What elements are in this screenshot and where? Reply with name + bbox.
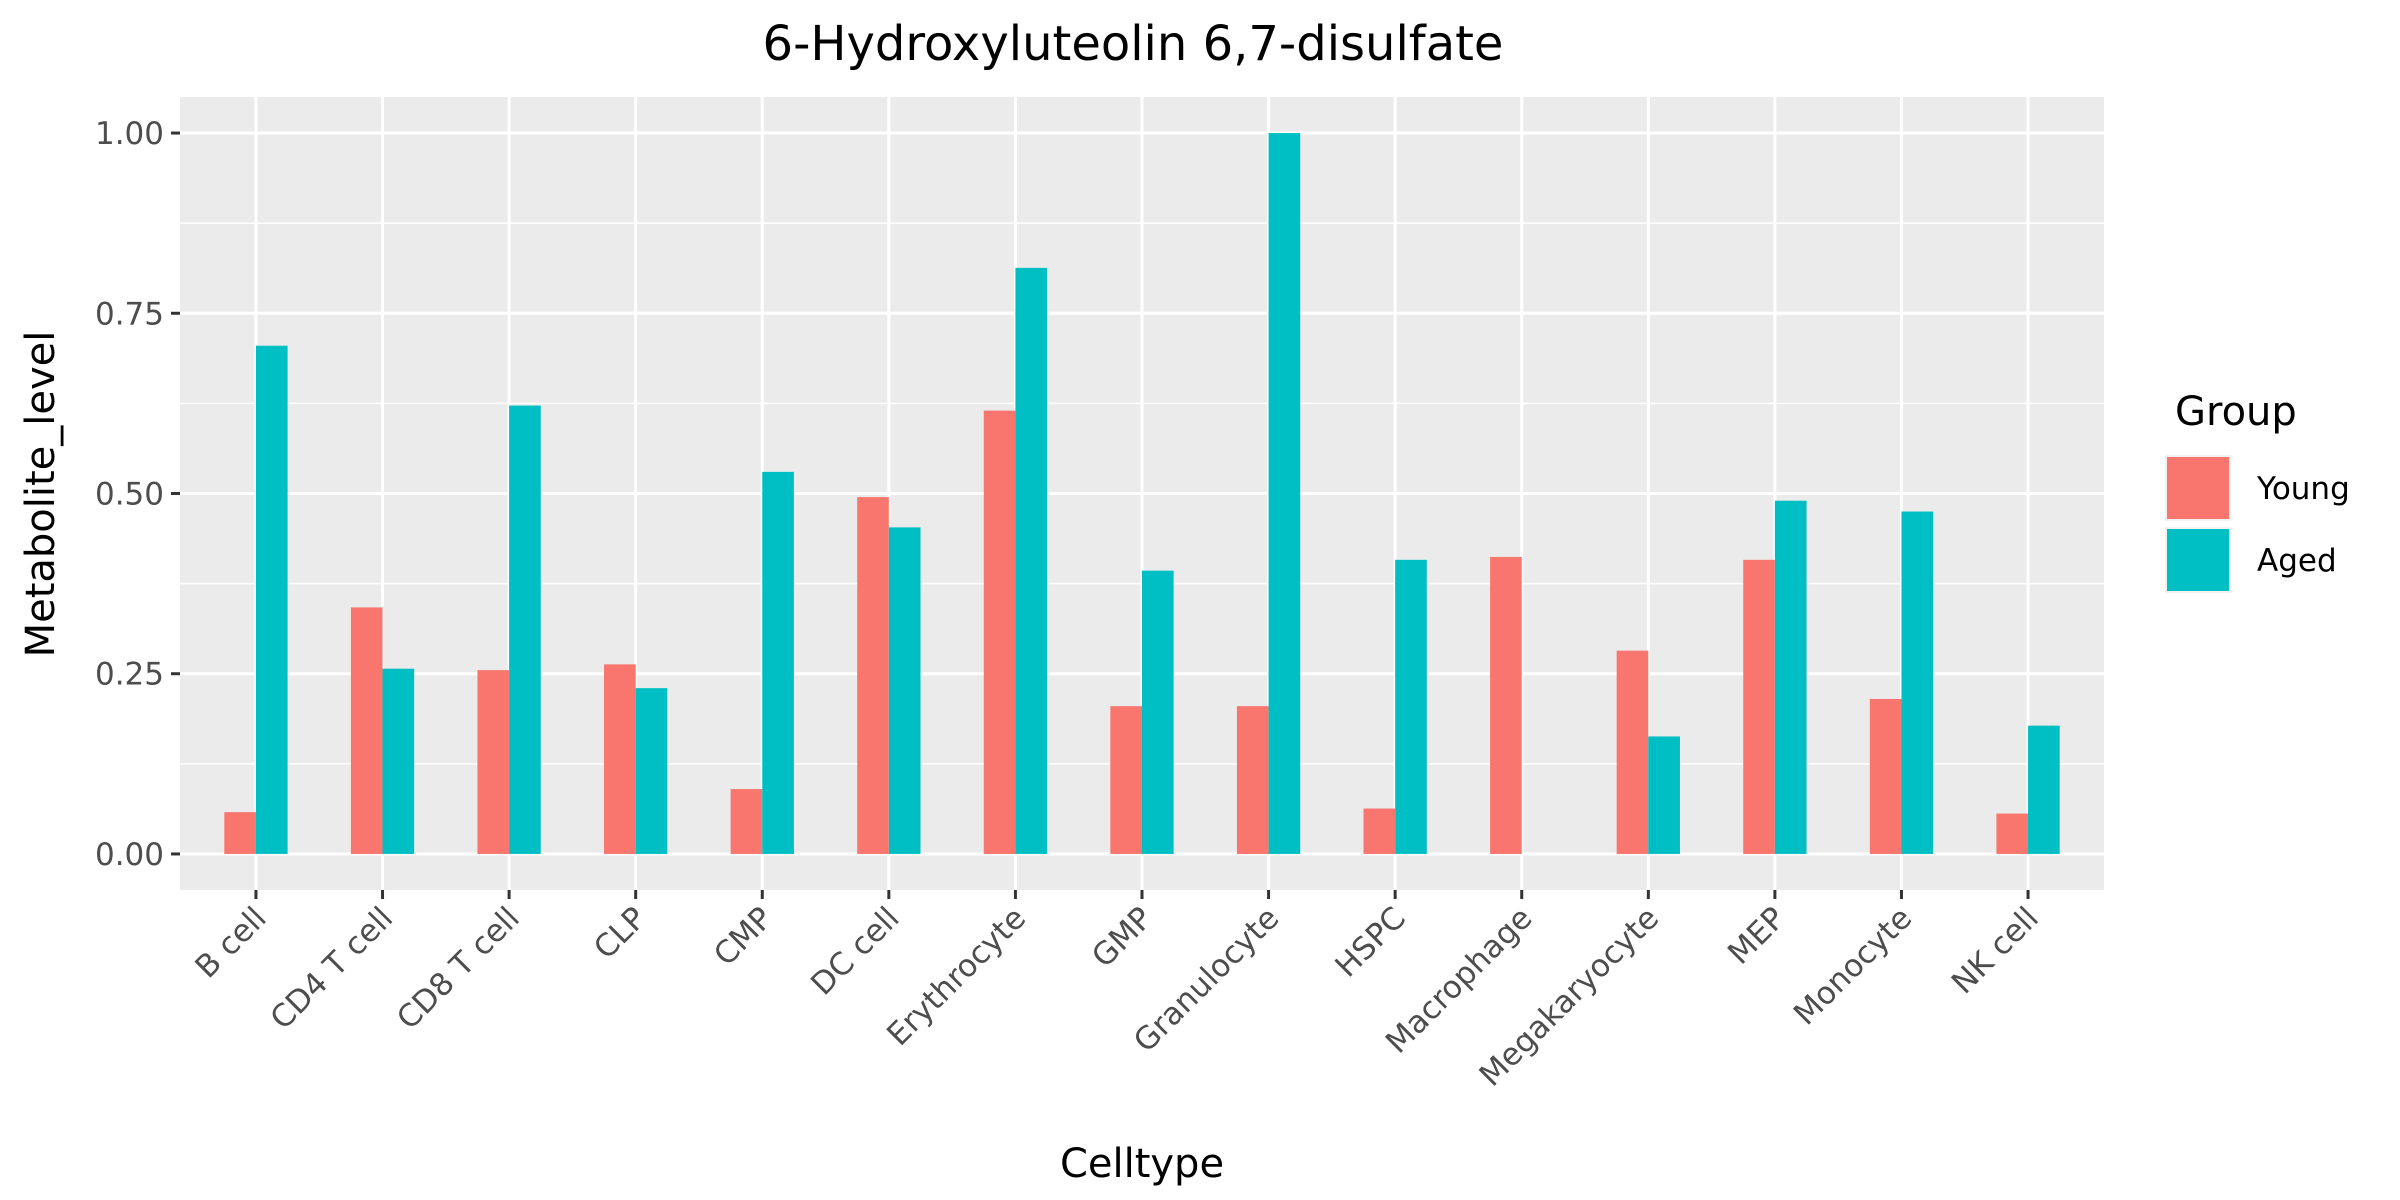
- y-axis-title: Metabolite_level: [18, 331, 64, 658]
- legend: Group Young Aged: [2165, 389, 2350, 593]
- x-tick-label: CD8 T cell: [390, 900, 527, 1037]
- bar-young: [1490, 556, 1522, 854]
- x-tick-label: HSPC: [1328, 900, 1412, 984]
- bar-young: [730, 789, 763, 854]
- x-tick-label: CD4 T cell: [264, 900, 401, 1037]
- bar-young: [1110, 706, 1142, 854]
- y-tick-label: 0.25: [95, 657, 164, 693]
- x-tick-label: DC cell: [804, 900, 906, 1002]
- x-tick-label: GMP: [1085, 900, 1160, 975]
- y-axis: 0.00 0.25 0.50 0.75 1.00: [95, 116, 180, 873]
- y-tick-label: 1.00: [95, 116, 164, 152]
- legend-title: Group: [2175, 389, 2297, 435]
- bar-young: [1869, 698, 1902, 854]
- bar-aged: [255, 345, 288, 854]
- bar-aged: [2028, 725, 2060, 854]
- bar-aged: [1901, 511, 1934, 854]
- bar-aged: [1774, 500, 1807, 854]
- bar-aged: [1268, 133, 1301, 854]
- x-tick-label: B cell: [188, 900, 273, 985]
- x-axis-title: Celltype: [1060, 1141, 1224, 1187]
- legend-swatch-young: [2167, 457, 2229, 519]
- bar-young: [1743, 559, 1775, 854]
- bar-aged: [888, 527, 921, 854]
- bar-young: [350, 607, 383, 854]
- bars: [224, 133, 2060, 854]
- bar-aged: [1142, 570, 1174, 854]
- bar-young: [224, 812, 256, 854]
- bar-young: [1363, 808, 1396, 854]
- bar-aged: [1648, 736, 1680, 854]
- bar-young: [983, 410, 1016, 854]
- bar-young: [477, 670, 510, 854]
- x-tick-label: NK cell: [1945, 900, 2046, 1001]
- bar-aged: [1015, 267, 1048, 854]
- bar-young: [1996, 813, 2029, 854]
- x-tick-label: CLP: [587, 900, 653, 966]
- legend-label-aged: Aged: [2257, 543, 2337, 579]
- bar-aged: [635, 688, 668, 854]
- bar-aged: [1395, 559, 1427, 854]
- y-tick-label: 0.00: [95, 837, 164, 873]
- legend-label-young: Young: [2256, 471, 2350, 507]
- bar-aged: [382, 668, 415, 854]
- x-tick-label: CMP: [707, 900, 780, 973]
- bar-aged: [509, 405, 541, 854]
- legend-swatch-aged: [2167, 529, 2229, 591]
- bar-young: [857, 497, 889, 854]
- bar-aged: [762, 471, 794, 854]
- bar-young: [1616, 650, 1649, 854]
- y-tick-label: 0.75: [95, 296, 164, 332]
- x-tick-label: Monocyte: [1787, 900, 1919, 1032]
- bar-young: [604, 664, 636, 854]
- y-tick-label: 0.50: [95, 477, 164, 513]
- chart-title: 6-Hydroxyluteolin 6,7-disulfate: [763, 16, 1504, 72]
- bar-young: [1236, 706, 1269, 854]
- x-tick-label: MEP: [1721, 900, 1792, 971]
